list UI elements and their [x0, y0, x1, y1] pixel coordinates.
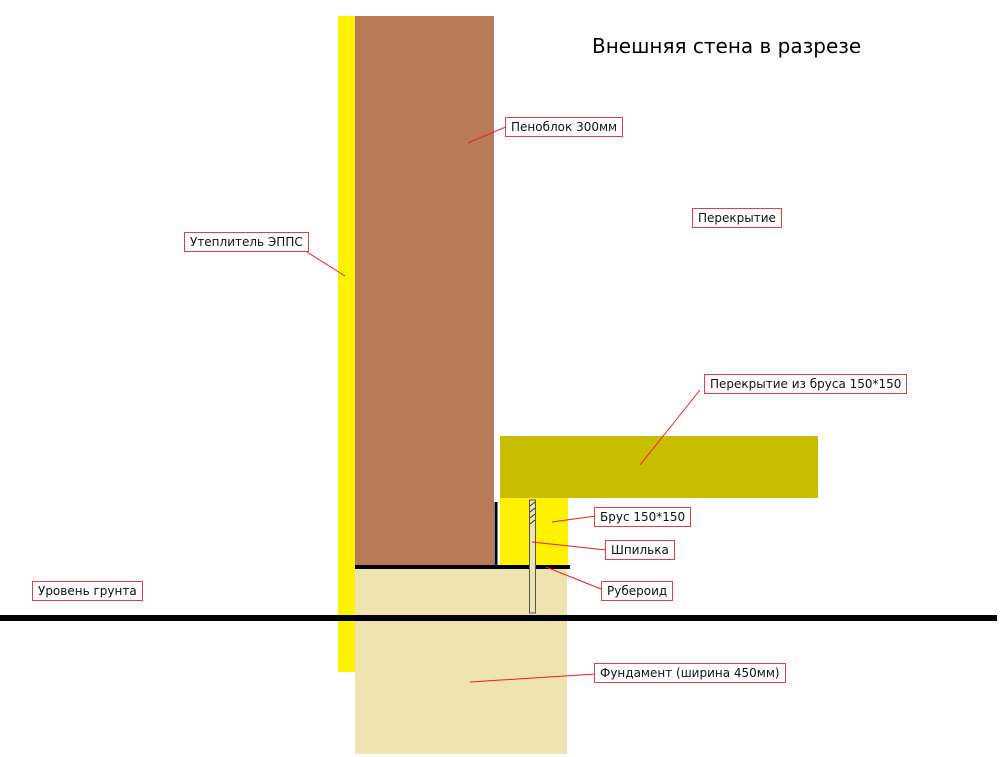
- label-beam: Брус 150*150: [594, 507, 692, 527]
- label-beam-floor: Перекрытие из бруса 150*150: [704, 374, 908, 394]
- stud: [529, 499, 536, 614]
- label-floor: Перекрытие: [692, 208, 782, 228]
- insulation-layer: [338, 16, 355, 672]
- beam-floor: [500, 436, 818, 498]
- foam-block-wall: [355, 16, 494, 566]
- label-insulation: Утеплитель ЭППС: [184, 232, 309, 252]
- label-foundation: Фундамент (ширина 450мм): [594, 663, 786, 683]
- diagram-title: Внешняя стена в разрезе: [592, 34, 862, 58]
- label-foam-block: Пеноблок 300мм: [505, 117, 624, 137]
- stud-thread: [529, 501, 536, 525]
- leader-lines: [306, 125, 701, 683]
- label-stud: Шпилька: [605, 540, 675, 560]
- label-ground-level: Уровень грунта: [32, 581, 143, 601]
- label-roofing-felt: Рубероид: [601, 581, 674, 601]
